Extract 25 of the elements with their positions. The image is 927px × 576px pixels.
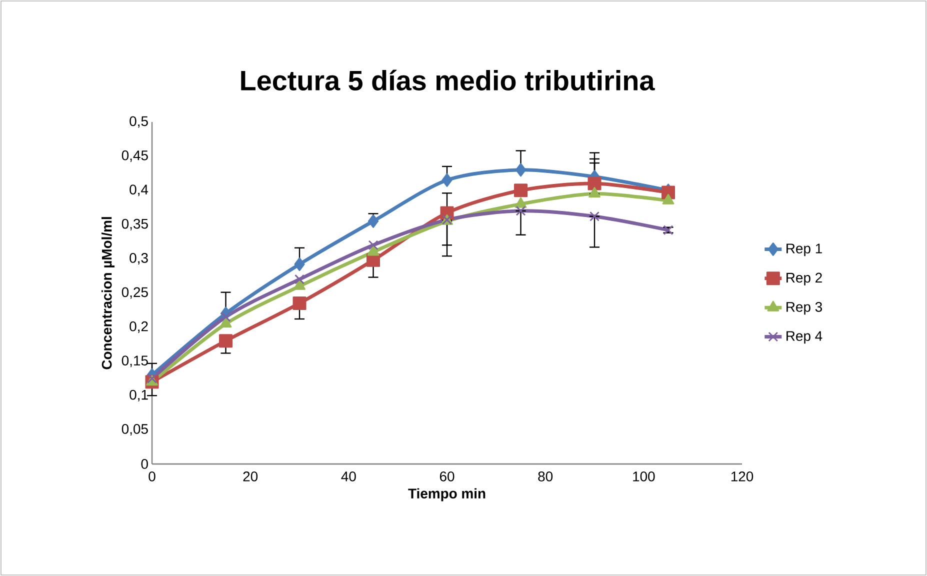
x-tick-label: 100	[633, 471, 655, 482]
legend-label: Rep 3	[786, 302, 822, 315]
y-axis-title: Concentracion µMol/ml	[101, 217, 115, 370]
y-tick-label: 0,25	[122, 287, 148, 299]
y-tick-label: 0,05	[122, 424, 148, 436]
x-tick-label: 0	[148, 471, 156, 482]
x-tick-label: 20	[243, 471, 258, 482]
x-tick-label: 40	[341, 471, 356, 482]
y-tick-label: 0,4	[130, 184, 148, 196]
chart-title: Lectura 5 días medio tributirina	[241, 70, 655, 90]
y-tick-label: 0,45	[122, 150, 148, 162]
y-tick-label: 0,1	[130, 390, 148, 402]
y-tick-label: 0,3	[130, 253, 148, 265]
legend-label: Rep 4	[786, 331, 822, 344]
legend-label: Rep 1	[786, 244, 822, 256]
x-tick-label: 80	[538, 471, 553, 482]
y-tick-label: 0,35	[122, 218, 148, 230]
x-axis-title: Tiempo min	[408, 488, 486, 502]
y-tick-label: 0,2	[130, 321, 148, 333]
y-tick-label: 0	[141, 459, 148, 469]
x-tick-label: 60	[440, 471, 454, 482]
y-tick-label: 0,5	[130, 116, 148, 128]
legend-label: Rep 2	[786, 272, 822, 286]
x-tick-label: 120	[731, 471, 754, 482]
y-tick-label: 0,15	[122, 356, 148, 368]
